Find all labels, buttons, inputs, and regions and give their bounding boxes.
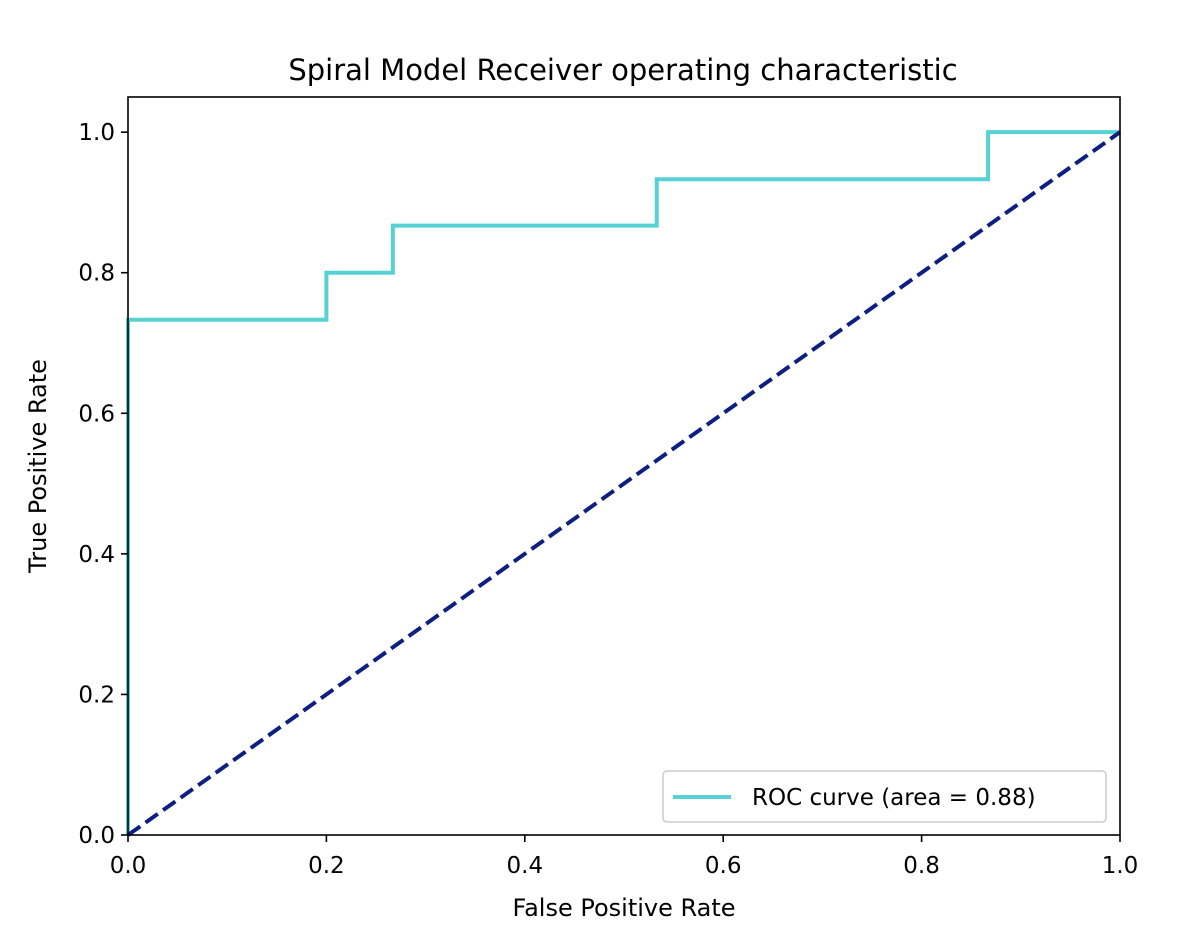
x-tick-label: 1.0 xyxy=(1102,853,1139,879)
x-tick-label: 0.0 xyxy=(110,853,147,879)
legend-box xyxy=(662,770,1107,823)
chance-diagonal-line xyxy=(126,130,1122,837)
y-tick-label: 0.8 xyxy=(78,261,115,287)
legend-label: ROC curve (area = 0.88) xyxy=(752,785,1036,811)
legend: ROC curve (area = 0.88) xyxy=(662,770,1107,823)
y-axis-label: True Positive Rate xyxy=(24,359,52,574)
plot-area xyxy=(126,130,1122,837)
plot-frame xyxy=(127,96,1121,836)
y-axis: 0.0 0.2 0.4 0.6 0.8 1.0 xyxy=(78,120,128,849)
x-tick-label: 0.8 xyxy=(903,853,940,879)
x-axis: 0.0 0.2 0.4 0.6 0.8 1.0 xyxy=(110,835,1139,879)
roc-curve-line xyxy=(126,130,1120,835)
chart-title: Spiral Model Receiver operating characte… xyxy=(288,53,957,87)
y-tick-label: 0.4 xyxy=(78,542,115,568)
x-axis-label: False Positive Rate xyxy=(512,894,735,922)
x-tick-label: 0.2 xyxy=(308,853,345,879)
x-tick-label: 0.4 xyxy=(507,853,544,879)
y-tick-label: 1.0 xyxy=(78,120,115,146)
y-tick-label: 0.0 xyxy=(78,823,115,849)
y-tick-label: 0.6 xyxy=(78,401,115,427)
y-tick-label: 0.2 xyxy=(78,682,115,708)
x-tick-label: 0.6 xyxy=(705,853,742,879)
